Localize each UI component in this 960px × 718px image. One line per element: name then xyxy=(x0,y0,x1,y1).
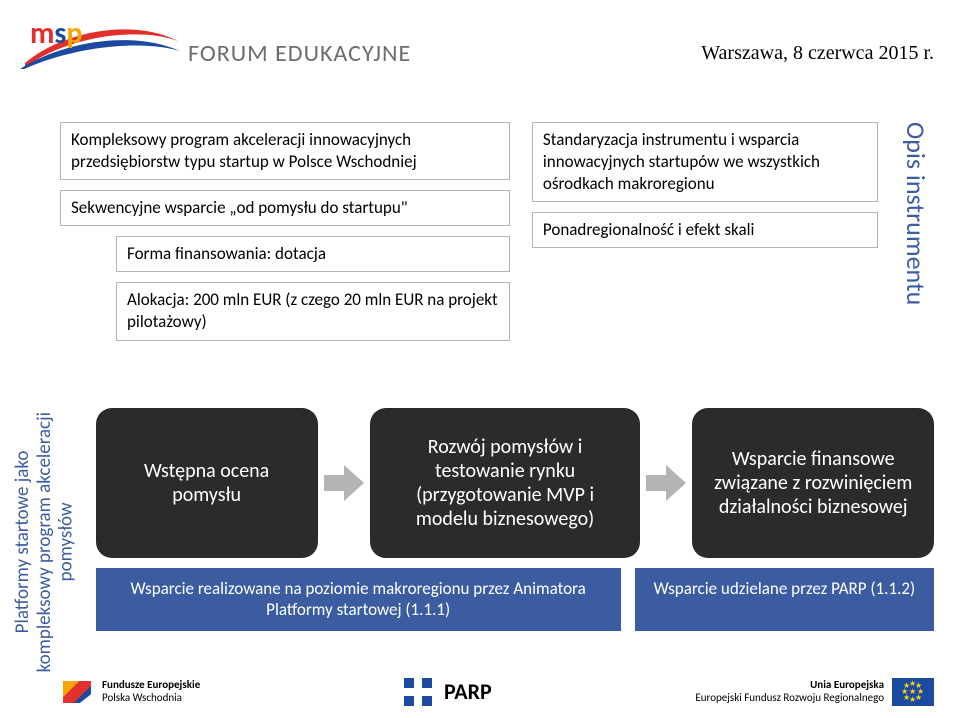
footer-parp: PARP xyxy=(404,678,492,706)
card-development: Rozwój pomysłów i testowanie rynku (przy… xyxy=(370,408,641,558)
card-financial-support: Wsparcie finansowe związane z rozwinięci… xyxy=(692,408,934,558)
arrow-icon xyxy=(324,465,364,501)
top-col-mid: Standaryzacja instrumentu i wsparcia inn… xyxy=(532,122,878,341)
logo-letters: msp xyxy=(30,15,82,52)
footer-fe: Fundusze Europejskie Polska Wschodnia xyxy=(60,678,200,706)
eu-sub: Europejski Fundusz Rozwoju Regionalnego xyxy=(695,692,884,705)
logo-block: msp FORUM EDUKACYJNE xyxy=(16,19,411,88)
flow-row-cards: Wstępna ocena pomysłu Rozwój pomysłów i … xyxy=(96,408,934,558)
box-standardization: Standaryzacja instrumentu i wsparcia inn… xyxy=(532,122,878,202)
bar-parp-support: Wsparcie udzielane przez PARP (1.1.2) xyxy=(635,568,934,631)
logo-s: s xyxy=(54,15,66,52)
vertical-label-instrument: Opis instrumentu xyxy=(900,122,932,382)
parp-logo-icon xyxy=(404,678,432,706)
header: msp FORUM EDUKACYJNE Warszawa, 8 czerwca… xyxy=(0,10,960,96)
forum-title: FORUM EDUKACYJNE xyxy=(188,39,411,68)
logo-m: m xyxy=(30,15,54,52)
box-funding: Forma finansowania: dotacja xyxy=(116,236,510,272)
top-row: Kompleksowy program akceleracji innowacy… xyxy=(60,122,934,341)
parp-text: PARP xyxy=(444,679,492,704)
logo-msp: msp xyxy=(16,19,188,88)
logo-p: p xyxy=(66,15,82,52)
top-col-right: Opis instrumentu xyxy=(900,122,934,341)
fe-logo-icon xyxy=(60,678,94,706)
bar-macroregion-support: Wsparcie realizowane na poziomie makrore… xyxy=(96,568,621,631)
box-title: Kompleksowy program akceleracji innowacy… xyxy=(60,122,510,180)
arrow-icon xyxy=(646,465,686,501)
bottom-section: Platformy startowe jakokompleksowy progr… xyxy=(12,408,934,676)
footer-eu: Unia Europejska Europejski Fundusz Rozwo… xyxy=(695,678,934,706)
card-initial-assessment: Wstępna ocena pomysłu xyxy=(96,408,318,558)
top-col-left: Kompleksowy program akceleracji innowacy… xyxy=(60,122,510,341)
flow: Wstępna ocena pomysłu Rozwój pomysłów i … xyxy=(96,408,934,676)
box-sequential: Sekwencyjne wsparcie „od pomysłu do star… xyxy=(60,190,510,226)
box-supraregional: Ponadregionalność i efekt skali xyxy=(532,212,878,248)
box-allocation: Alokacja: 200 mln EUR (z czego 20 mln EU… xyxy=(116,282,510,340)
eu-flag-icon xyxy=(892,678,934,706)
fe-sub: Polska Wschodnia xyxy=(102,692,200,705)
vertical-label-platforms: Platformy startowe jakokompleksowy progr… xyxy=(12,408,78,676)
flow-row-bars: Wsparcie realizowane na poziomie makrore… xyxy=(96,568,934,631)
header-date: Warszawa, 8 czerwca 2015 r. xyxy=(701,42,934,65)
footer: Fundusze Europejskie Polska Wschodnia PA… xyxy=(60,678,934,706)
